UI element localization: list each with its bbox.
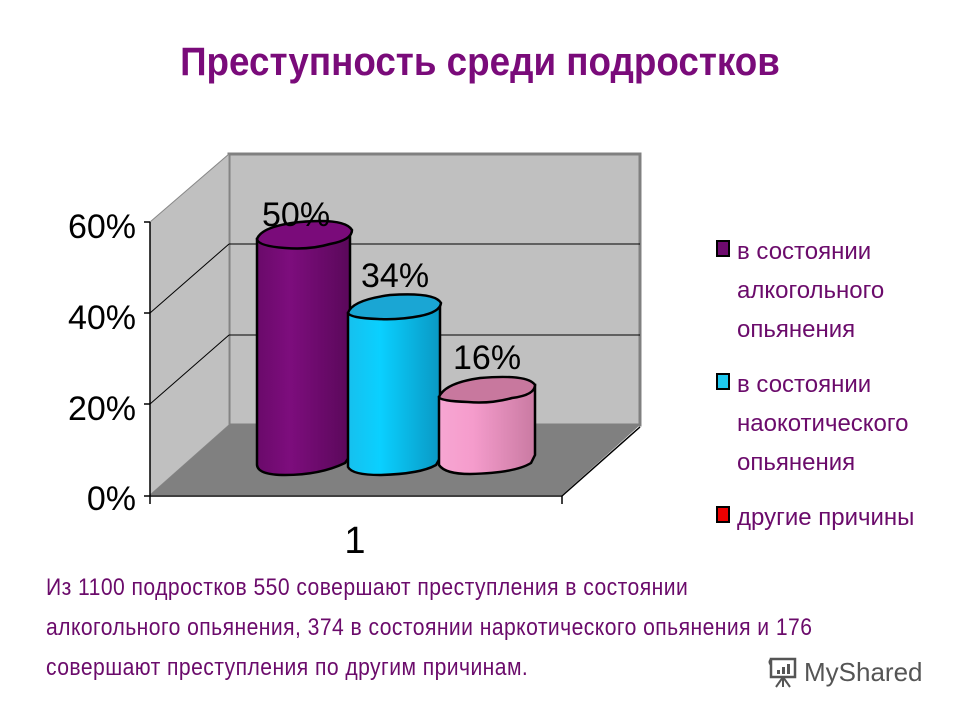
data-labels: 50% 34% 16% [262, 196, 521, 377]
legend-swatch-icon [716, 240, 730, 257]
svg-text:40%: 40% [68, 299, 136, 337]
legend-item-alcohol: в состоянии алкогольного опьянения [716, 232, 956, 349]
legend-label: другие причины [737, 504, 915, 531]
bar-drugs [346, 293, 443, 477]
x-category-label: 1 [344, 520, 365, 562]
axes [144, 221, 641, 504]
svg-text:20%: 20% [68, 390, 136, 428]
watermark: MyShared [768, 656, 923, 688]
description-text: Из 1100 подростков 550 совершают преступ… [46, 574, 813, 681]
svg-text:16%: 16% [453, 339, 521, 377]
presentation-board-icon [768, 657, 797, 688]
svg-text:50%: 50% [262, 196, 330, 234]
page-title: Преступность среди подростков [180, 40, 780, 84]
legend-item-other: другие причины [716, 498, 956, 537]
y-tick-labels: 60% 40% 20% 0% [68, 208, 136, 518]
legend-label: в состоянии алкогольного опьянения [737, 238, 885, 343]
legend-swatch-icon [716, 506, 730, 523]
legend-swatch-icon [716, 373, 730, 390]
legend-label: в состоянии наокотического опьянения [737, 371, 909, 476]
svg-text:0%: 0% [87, 480, 136, 518]
bar-other [437, 375, 537, 476]
legend-item-drugs: в состоянии наокотического опьянения [716, 365, 956, 482]
bar-alcohol [255, 219, 354, 477]
svg-text:60%: 60% [68, 208, 136, 246]
chart-legend: в состоянии алкогольного опьянения в сос… [716, 232, 956, 553]
svg-text:34%: 34% [361, 257, 429, 295]
watermark-text: MyShared [804, 656, 923, 687]
